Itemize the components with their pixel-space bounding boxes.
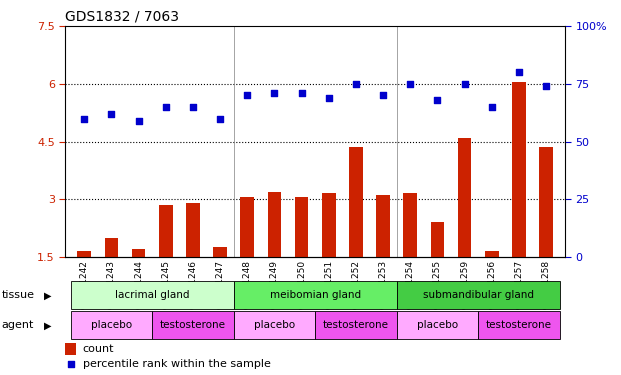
Point: [66, 361, 76, 367]
Bar: [240, 197, 254, 257]
Point: [270, 90, 279, 96]
Bar: [78, 251, 91, 257]
Point: [432, 97, 442, 103]
Bar: [458, 138, 471, 257]
Bar: [268, 192, 281, 257]
Bar: [186, 203, 200, 257]
Text: GDS1832 / 7063: GDS1832 / 7063: [65, 10, 179, 24]
Point: [134, 118, 143, 124]
Text: testosterone: testosterone: [323, 320, 389, 330]
Text: placebo: placebo: [91, 320, 132, 330]
Point: [242, 93, 252, 99]
Point: [79, 116, 89, 122]
Text: submandibular gland: submandibular gland: [423, 290, 533, 300]
Bar: [233, 281, 397, 309]
Bar: [478, 311, 560, 339]
Text: meibomian gland: meibomian gland: [270, 290, 361, 300]
Point: [324, 95, 333, 101]
Point: [487, 104, 497, 110]
Text: percentile rank within the sample: percentile rank within the sample: [83, 359, 271, 369]
Bar: [485, 251, 499, 257]
Bar: [397, 281, 560, 309]
Point: [514, 69, 524, 75]
Bar: [349, 147, 363, 257]
Bar: [397, 311, 478, 339]
Text: placebo: placebo: [417, 320, 458, 330]
Bar: [152, 311, 233, 339]
Bar: [213, 247, 227, 257]
Bar: [295, 197, 309, 257]
Text: testosterone: testosterone: [160, 320, 226, 330]
Text: tissue: tissue: [2, 290, 35, 300]
Bar: [159, 205, 173, 257]
Point: [106, 111, 116, 117]
Bar: [539, 147, 553, 257]
Point: [215, 116, 225, 122]
Bar: [132, 249, 145, 257]
Bar: [233, 311, 315, 339]
Point: [541, 83, 551, 89]
Text: agent: agent: [2, 320, 34, 330]
Bar: [65, 343, 76, 355]
Point: [351, 81, 361, 87]
Point: [406, 81, 415, 87]
Bar: [71, 311, 152, 339]
Bar: [322, 194, 335, 257]
Point: [297, 90, 307, 96]
Bar: [315, 311, 397, 339]
Text: ▶: ▶: [44, 320, 52, 330]
Bar: [404, 194, 417, 257]
Point: [378, 93, 388, 99]
Bar: [430, 222, 444, 257]
Text: placebo: placebo: [254, 320, 295, 330]
Bar: [104, 238, 118, 257]
Text: ▶: ▶: [44, 290, 52, 300]
Point: [460, 81, 469, 87]
Text: count: count: [83, 344, 114, 354]
Bar: [512, 82, 526, 257]
Point: [161, 104, 171, 110]
Text: testosterone: testosterone: [486, 320, 552, 330]
Point: [188, 104, 198, 110]
Bar: [71, 281, 233, 309]
Text: lacrimal gland: lacrimal gland: [115, 290, 189, 300]
Bar: [376, 195, 390, 257]
